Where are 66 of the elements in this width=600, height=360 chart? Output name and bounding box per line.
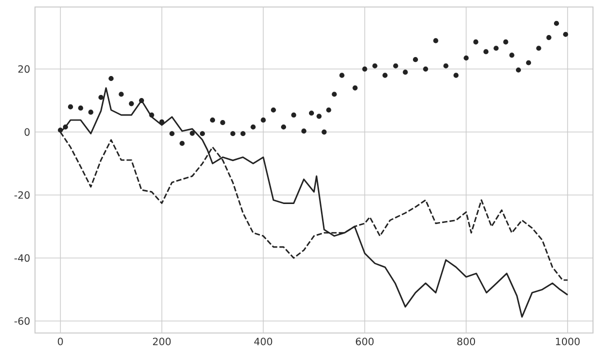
point <box>516 67 521 73</box>
point <box>250 124 256 130</box>
point <box>62 124 68 130</box>
point <box>494 46 499 51</box>
y-tick-label: 20 <box>18 65 30 73</box>
x-tick-label: 200 <box>153 338 171 346</box>
point <box>58 128 63 133</box>
point <box>412 57 418 62</box>
y-tick-label: -20 <box>14 191 30 199</box>
point <box>526 60 532 66</box>
point <box>180 140 185 146</box>
point <box>352 85 358 90</box>
point <box>118 92 124 97</box>
point <box>402 70 408 75</box>
point <box>464 55 469 61</box>
point <box>453 72 459 78</box>
point <box>138 98 144 104</box>
point <box>362 66 368 72</box>
point <box>536 46 542 51</box>
point <box>128 101 134 106</box>
point <box>393 63 398 68</box>
point <box>220 120 226 126</box>
point <box>301 128 306 134</box>
point <box>281 124 286 130</box>
point <box>270 107 276 113</box>
point <box>546 35 552 40</box>
point <box>443 63 448 68</box>
point <box>240 131 246 136</box>
point <box>68 104 74 110</box>
point <box>503 39 508 44</box>
y-tick-label: -40 <box>14 254 30 262</box>
point <box>326 107 332 113</box>
point <box>291 112 296 118</box>
point <box>190 130 195 136</box>
point <box>149 112 154 118</box>
x-tick-label: 800 <box>457 338 476 346</box>
point <box>339 72 344 78</box>
point <box>159 119 164 124</box>
point <box>473 39 478 44</box>
point <box>108 76 114 82</box>
point <box>509 52 514 58</box>
point <box>433 38 438 44</box>
point <box>98 94 104 100</box>
x-tick-label: 400 <box>254 338 272 346</box>
point <box>169 131 175 136</box>
point <box>554 20 560 26</box>
point <box>423 66 428 72</box>
point <box>483 49 488 54</box>
x-tick-label: 0 <box>58 338 63 346</box>
x-tick-label: 600 <box>356 338 374 346</box>
point <box>200 131 205 136</box>
point <box>563 32 568 37</box>
point <box>88 110 94 115</box>
y-tick-label: 0 <box>24 128 30 136</box>
point <box>372 63 378 68</box>
point <box>78 106 84 111</box>
point <box>322 129 327 135</box>
point <box>210 118 216 123</box>
point <box>260 118 266 123</box>
point <box>230 131 236 136</box>
x-tick-label: 1000 <box>556 338 580 346</box>
point <box>382 72 388 78</box>
point <box>332 92 337 97</box>
point <box>316 114 322 119</box>
y-tick-label: -60 <box>14 317 30 325</box>
point <box>308 110 314 116</box>
